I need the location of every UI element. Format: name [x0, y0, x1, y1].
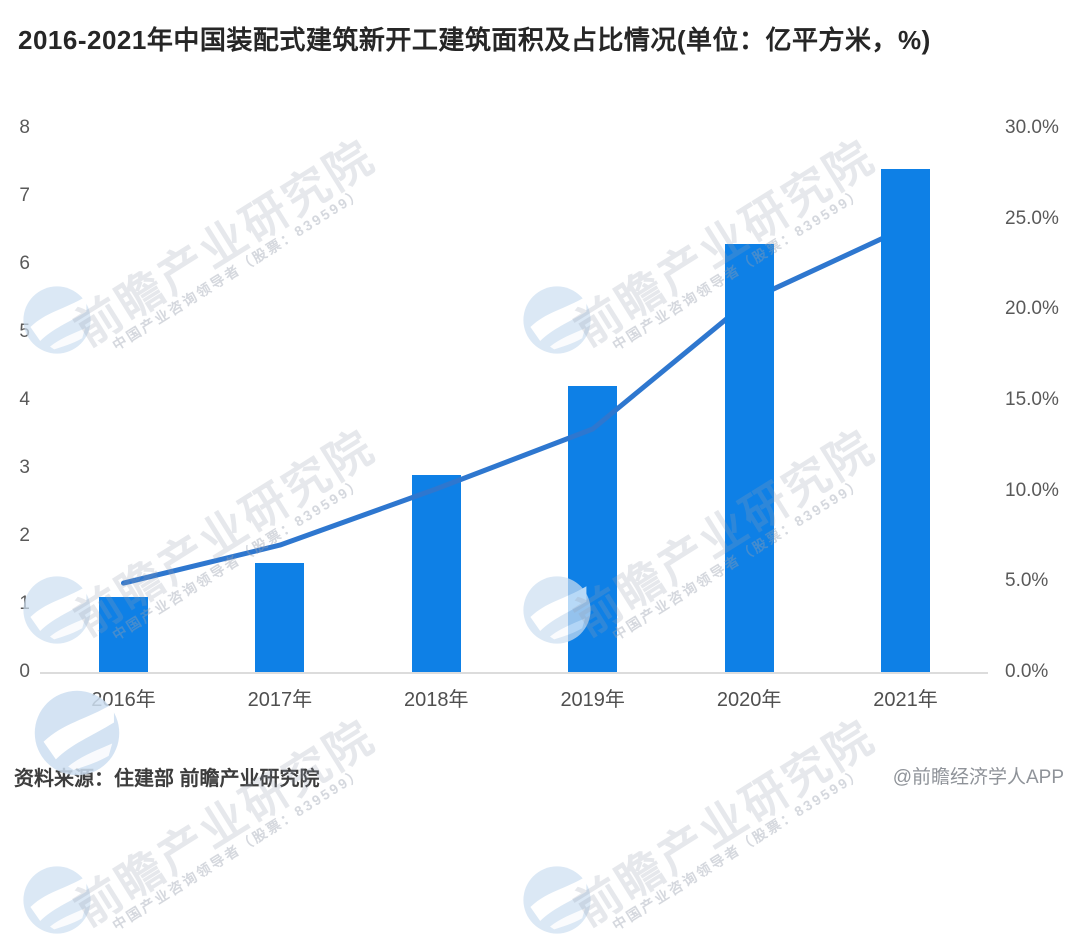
x-axis-label: 2021年 [873, 689, 938, 711]
left-axis-tick: 7 [19, 185, 30, 206]
x-axis-label: 2020年 [716, 689, 782, 711]
right-axis-tick: 0.0% [1005, 661, 1049, 682]
right-axis-tick: 20.0% [1005, 298, 1059, 320]
bar-2021年 [881, 168, 930, 672]
x-axis-line [40, 672, 988, 674]
ratio-line [121, 225, 908, 586]
data-source-note: 资料来源：住建部 前瞻产业研究院 [14, 768, 320, 790]
bar-2018年 [411, 474, 461, 672]
bar-2016年 [99, 597, 148, 672]
watermark-globe-logo-icon [522, 865, 592, 935]
right-axis-tick: 30.0% [1005, 117, 1059, 138]
x-axis-label: 2017年 [247, 689, 313, 711]
left-axis-tick: 8 [19, 117, 30, 138]
bar-2017年 [255, 563, 305, 672]
bar-2020年 [724, 243, 774, 672]
right-axis-tick: 15.0% [1005, 389, 1059, 410]
x-axis-label: 2019年 [560, 689, 625, 711]
left-axis-tick: 6 [19, 253, 30, 274]
right-axis-tick: 5.0% [1005, 570, 1049, 592]
chart-page: 2016-2021年中国装配式建筑新开工建筑面积及占比情况(单位：亿平方米，%)… [14, 25, 1064, 936]
left-axis-tick: 0 [19, 661, 30, 682]
ratio-line-layer [121, 225, 908, 586]
left-axis-tick: 3 [19, 457, 30, 478]
left-axis-tick: 4 [19, 389, 30, 410]
right-axis-tick: 10.0% [1005, 479, 1059, 501]
left-axis-tick: 2 [19, 525, 30, 546]
chart-title: 2016-2021年中国装配式建筑新开工建筑面积及占比情况(单位：亿平方米，%) [18, 25, 931, 55]
bar-layer-over-line [724, 168, 930, 672]
credit-note: @前瞻经济学人APP [892, 767, 1064, 788]
x-axis-label: 2018年 [404, 689, 469, 711]
right-axis-tick: 25.0% [1005, 207, 1059, 229]
watermark-globe-logo-icon [22, 865, 92, 935]
